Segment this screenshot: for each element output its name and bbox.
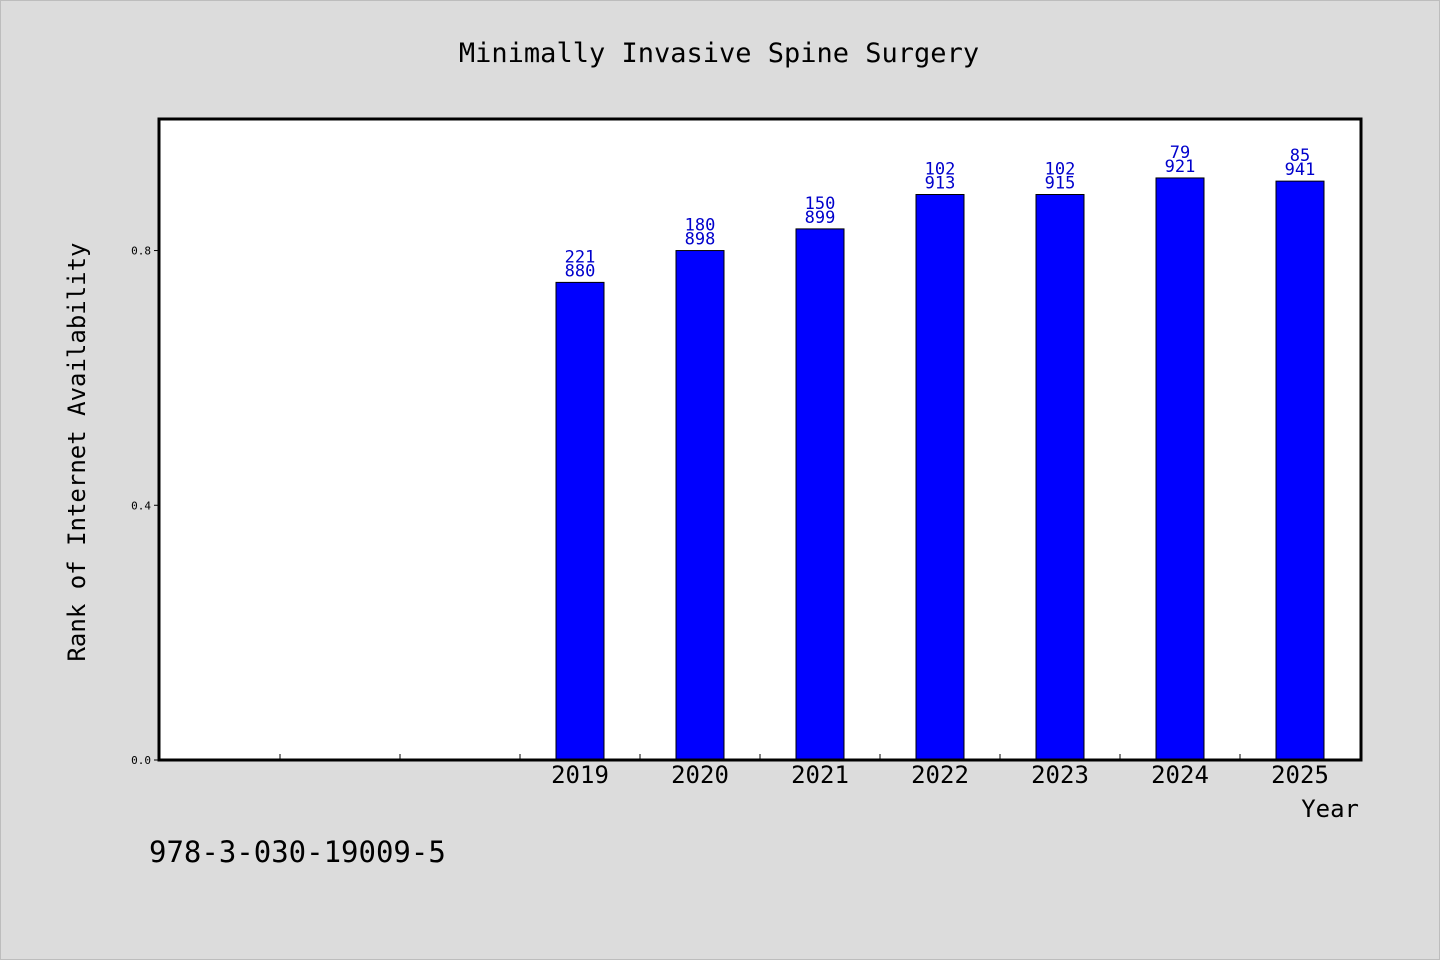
bar-label-top: 102 — [1045, 160, 1076, 180]
y-axis-label: Rank of Internet Availability — [63, 242, 91, 661]
bar — [915, 194, 965, 761]
bar-label-bottom: 899 — [805, 208, 836, 228]
x-tick-label: 2022 — [911, 761, 969, 789]
bar-label-top: 180 — [685, 216, 716, 236]
bar-label-top: 102 — [925, 160, 956, 180]
bar — [1035, 194, 1085, 761]
bar — [1155, 177, 1205, 761]
bar — [1275, 180, 1325, 761]
x-axis-label: Year — [1301, 795, 1359, 823]
bar-label-top: 79 — [1170, 143, 1190, 163]
x-tick-label: 2020 — [671, 761, 729, 789]
x-tick-label: 2024 — [1151, 761, 1209, 789]
bar — [555, 281, 605, 761]
bar — [675, 250, 725, 761]
x-tick-label: 2021 — [791, 761, 849, 789]
isbn-text: 978-3-030-19009-5 — [149, 835, 446, 869]
x-tick-label: 2019 — [551, 761, 609, 789]
bar-label-bottom: 915 — [1045, 174, 1076, 194]
bar-label-bottom: 921 — [1165, 157, 1196, 177]
bar-label-top: 221 — [565, 247, 596, 267]
y-axis: 0.0 0.4 0.8 — [131, 245, 160, 767]
y-tick-label: 0.4 — [131, 499, 151, 512]
bar-label-bottom: 898 — [685, 230, 716, 250]
x-tick-label: 2023 — [1031, 761, 1089, 789]
y-tick-label: 0.8 — [131, 245, 151, 258]
bar-label-bottom: 880 — [565, 261, 596, 281]
bar — [795, 228, 845, 761]
y-tick-label: 0.0 — [131, 754, 151, 767]
bar-label-top: 150 — [805, 194, 836, 214]
bar-label-bottom: 941 — [1285, 160, 1316, 180]
x-tick-label: 2025 — [1271, 761, 1329, 789]
chart-title: Minimally Invasive Spine Surgery — [459, 38, 979, 69]
bar-label-top: 85 — [1290, 146, 1310, 166]
bar-series — [555, 177, 1325, 761]
bar-label-bottom: 913 — [925, 174, 956, 194]
plot-border — [157, 117, 1363, 762]
x-axis: 2019 2020 2021 2022 2023 2024 2025 — [279, 754, 1329, 789]
